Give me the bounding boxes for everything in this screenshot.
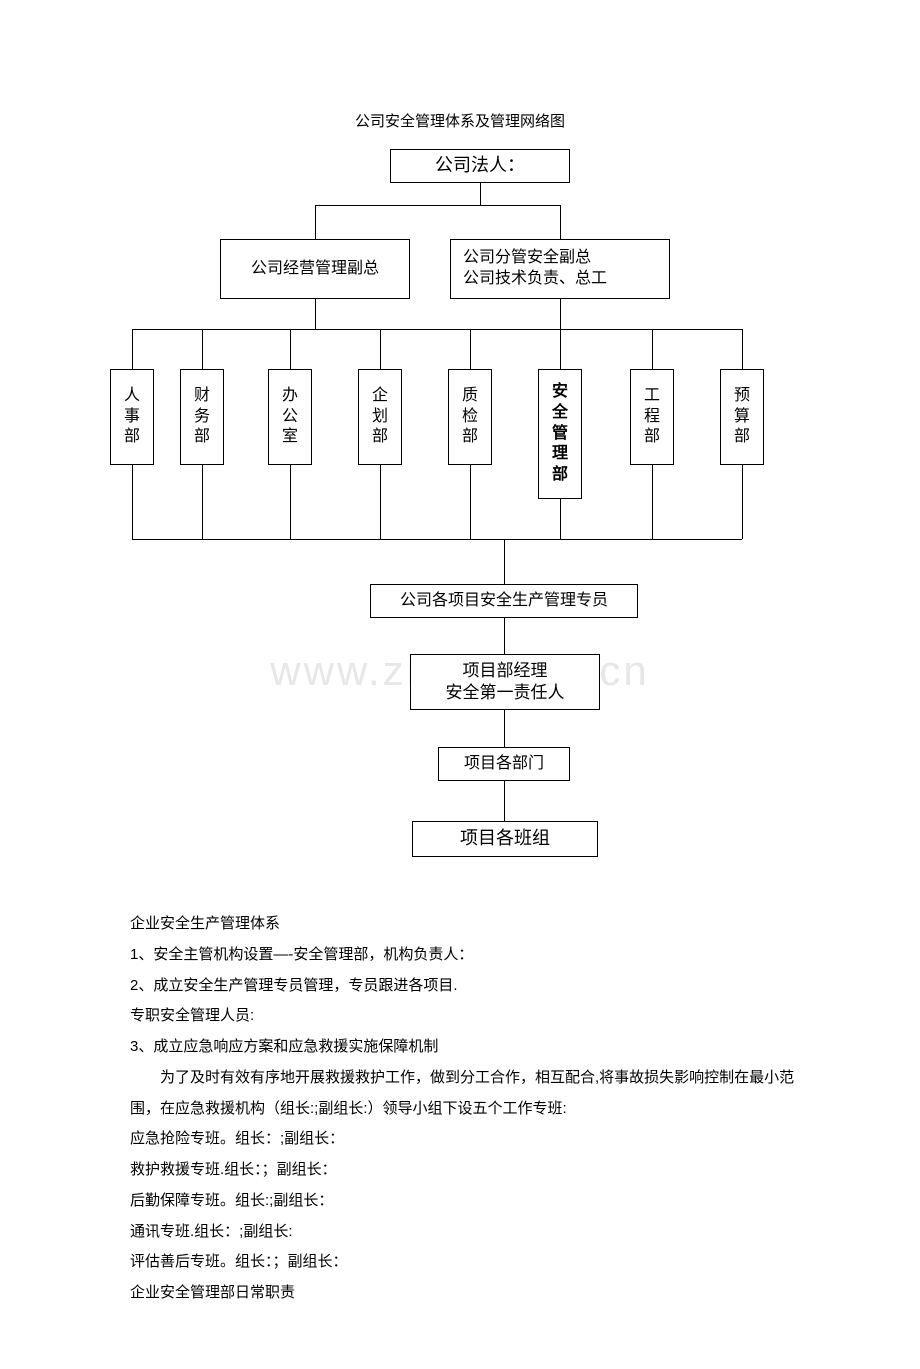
body-p2: 2、成立安全生产管理专员管理，专员跟进各项目.: [130, 971, 820, 1002]
edge: [504, 781, 505, 821]
node-dept-1: 财务部: [180, 369, 224, 465]
node-pm-label1: 项目部经理: [463, 660, 548, 682]
edge: [290, 465, 291, 539]
node-spec-label: 公司各项目安全生产管理专员: [400, 591, 608, 612]
edge: [480, 183, 481, 205]
edge: [202, 329, 203, 369]
node-vp2-label1: 公司分管安全副总: [463, 248, 591, 269]
edge: [380, 465, 381, 539]
node-dept-5: 安全管理部: [538, 369, 582, 499]
body-p1: 1、安全主管机构设置—-安全管理部，机构负责人：: [130, 940, 820, 971]
edge: [470, 465, 471, 539]
edge: [742, 465, 743, 539]
edge: [315, 205, 316, 239]
edge: [504, 618, 505, 654]
node-spec: 公司各项目安全生产管理专员: [370, 584, 638, 618]
node-vp2-label2: 公司技术负责、总工: [463, 269, 607, 290]
edge: [560, 205, 561, 239]
node-root-label: 公司法人：: [435, 154, 525, 177]
edge: [652, 465, 653, 539]
edge: [290, 329, 291, 369]
edge: [504, 710, 505, 747]
node-vp1: 公司经营管理副总: [220, 239, 410, 299]
body-p11: 企业安全管理部日常职责: [130, 1278, 820, 1309]
doc-title: 公司安全管理体系及管理网络图: [100, 110, 820, 131]
edge: [470, 329, 471, 369]
edge: [132, 329, 742, 330]
body-p8: 后勤保障专班。组长:;副组长：: [130, 1186, 820, 1217]
edge: [132, 465, 133, 539]
node-dept-2: 办公室: [268, 369, 312, 465]
body-p4: 3、成立应急响应方案和应急救援实施保障机制: [130, 1032, 820, 1063]
node-dept-4: 质检部: [448, 369, 492, 465]
node-pm: 项目部经理 安全第一责任人: [410, 654, 600, 710]
edge: [560, 499, 561, 539]
node-pd-label: 项目各部门: [464, 754, 544, 775]
edge: [315, 205, 560, 206]
node-root: 公司法人：: [390, 149, 570, 183]
node-dept-6: 工程部: [630, 369, 674, 465]
body-p7: 救护救援专班.组长：；副组长：: [130, 1155, 820, 1186]
edge: [652, 329, 653, 369]
body-p9: 通讯专班.组长：;副组长:: [130, 1217, 820, 1248]
body-p5: 为了及时有效有序地开展救援救护工作，做到分工合作，相互配合,将事故损失影响控制在…: [100, 1063, 820, 1125]
node-dept-7: 预算部: [720, 369, 764, 465]
node-pd: 项目各部门: [438, 747, 570, 781]
edge: [202, 465, 203, 539]
edge: [560, 299, 561, 329]
edge: [504, 539, 505, 584]
body-p6: 应急抢险专班。组长：;副组长：: [130, 1124, 820, 1155]
body-p10: 评估善后专班。组长：；副组长：: [130, 1247, 820, 1278]
edge: [380, 329, 381, 369]
edge: [742, 329, 743, 369]
body-p3: 专职安全管理人员:: [130, 1001, 820, 1032]
node-dept-3: 企划部: [358, 369, 402, 465]
node-vp2: 公司分管安全副总 公司技术负责、总工: [450, 239, 670, 299]
node-vp1-label: 公司经营管理副总: [251, 259, 379, 280]
edge: [132, 329, 133, 369]
node-dept-0: 人事部: [110, 369, 154, 465]
edge: [315, 299, 316, 329]
body-h1: 企业安全生产管理体系: [130, 909, 820, 940]
node-pm-label2: 安全第一责任人: [446, 682, 565, 704]
edge: [560, 329, 561, 369]
edge: [132, 539, 742, 540]
body-text: 企业安全生产管理体系 1、安全主管机构设置—-安全管理部，机构负责人： 2、成立…: [100, 909, 820, 1309]
org-chart: www.zixin.com.cn 公司法人： 公司经营管理副总 公司分管安全副总…: [100, 149, 820, 879]
node-pt-label: 项目各班组: [460, 827, 550, 850]
node-pt: 项目各班组: [412, 821, 598, 857]
